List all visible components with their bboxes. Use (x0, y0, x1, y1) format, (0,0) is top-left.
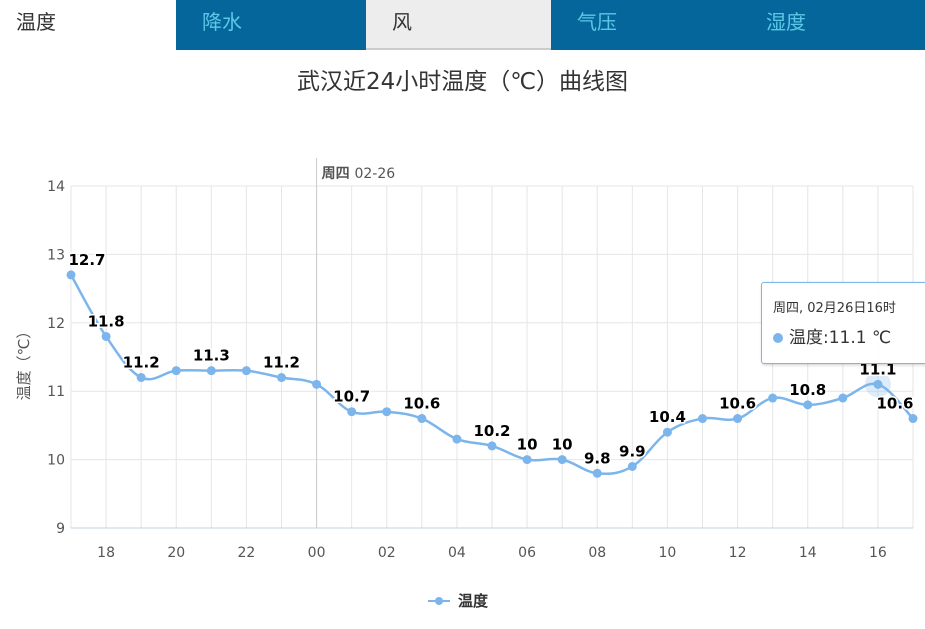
y-tick-label: 9 (56, 521, 65, 537)
x-tick-label: 20 (167, 545, 185, 561)
x-tick-label: 18 (97, 545, 115, 561)
tab-temperature[interactable]: 温度 (0, 0, 176, 50)
x-tick-label: 22 (238, 545, 256, 561)
legend-label: 温度 (458, 592, 489, 610)
data-point (487, 441, 497, 451)
data-label: 10.6 (403, 395, 440, 413)
tab-wind[interactable]: 风 (366, 0, 551, 50)
data-point (873, 379, 883, 389)
y-tick-label: 12 (47, 316, 65, 332)
legend-line-icon (428, 596, 450, 605)
x-tick-label: 02 (378, 545, 396, 561)
data-point (522, 455, 532, 465)
data-point (662, 427, 672, 437)
day-label: 周四 02-26 (322, 166, 396, 182)
data-label: 10.8 (789, 381, 826, 399)
data-point (277, 373, 286, 383)
data-point (66, 270, 76, 280)
legend-item[interactable]: 温度 (428, 590, 488, 611)
y-tick-label: 14 (47, 179, 65, 195)
data-point (101, 331, 111, 341)
x-tick-label: 00 (308, 545, 326, 561)
data-point (557, 455, 567, 465)
data-point (733, 414, 743, 424)
tooltip: 周四, 02月26日16时 温度:11.1 ℃ (761, 282, 925, 364)
x-tick-label: 14 (799, 545, 817, 561)
tab-pressure[interactable]: 气压 (551, 0, 740, 50)
data-point (136, 373, 146, 383)
data-label: 10 (552, 436, 573, 454)
data-label: 11.2 (123, 354, 160, 372)
data-label: 11.1 (859, 360, 896, 378)
tab-precipitation[interactable]: 降水 (176, 0, 366, 50)
x-tick-label: 06 (518, 545, 536, 561)
data-point (312, 379, 322, 389)
data-label: 11.2 (263, 354, 300, 372)
data-point (838, 393, 848, 403)
x-tick-label: 08 (588, 545, 606, 561)
y-tick-label: 10 (47, 453, 65, 469)
series-dot-icon (773, 333, 783, 343)
tooltip-series: 温度 (789, 328, 823, 348)
data-label: 9.8 (584, 449, 611, 467)
data-point (417, 414, 427, 424)
data-label: 10 (517, 436, 538, 454)
data-point (592, 468, 602, 478)
y-tick-label: 11 (47, 384, 65, 400)
data-point (698, 414, 707, 424)
data-point (206, 366, 216, 376)
data-point (908, 414, 918, 424)
chart-title: 武汉近24小时温度（℃）曲线图 (296, 69, 629, 95)
x-tick-label: 10 (659, 545, 677, 561)
data-label: 10.6 (719, 395, 756, 413)
data-point (347, 407, 357, 417)
data-point (803, 400, 813, 410)
data-point (768, 393, 778, 403)
tab-humidity[interactable]: 湿度 (740, 0, 925, 50)
data-point (171, 366, 181, 376)
data-label: 12.7 (68, 251, 105, 269)
data-point (627, 461, 637, 471)
data-label: 11.8 (88, 312, 125, 330)
data-point (452, 434, 462, 444)
data-label: 11.3 (193, 347, 230, 365)
tab-bar: 温度 降水 风 气压 湿度 (0, 0, 925, 53)
data-point (241, 366, 251, 376)
x-tick-label: 04 (448, 545, 466, 561)
tooltip-header: 周四, 02月26日16时 (773, 301, 896, 316)
data-label: 10.4 (649, 408, 686, 426)
y-tick-label: 13 (47, 247, 65, 263)
data-label: 10.2 (473, 422, 510, 440)
y-axis-title: 温度（℃） (15, 324, 33, 401)
data-point (382, 407, 392, 417)
data-label: 10.6 (876, 395, 913, 413)
data-label: 10.7 (333, 388, 370, 406)
tooltip-value: 11.1 ℃ (828, 328, 892, 348)
x-tick-label: 12 (729, 545, 747, 561)
x-tick-label: 16 (869, 545, 887, 561)
data-label: 9.9 (619, 442, 646, 460)
tooltip-body: 温度:11.1 ℃ (773, 323, 891, 348)
